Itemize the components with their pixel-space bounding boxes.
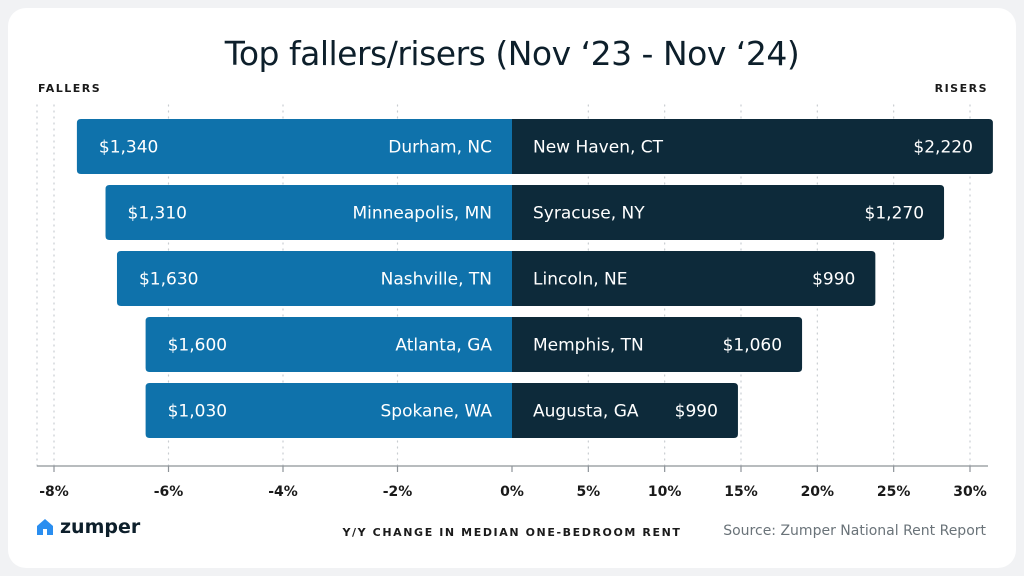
faller-city-label: Spokane, WA xyxy=(381,402,493,422)
x-tick-label: -2% xyxy=(383,484,413,500)
x-axis-title: Y/Y CHANGE IN MEDIAN ONE-BEDROOM RENT xyxy=(342,526,682,539)
riser-city-label: Syracuse, NY xyxy=(533,204,645,224)
riser-rent-label: $1,060 xyxy=(723,336,782,356)
x-tick-label: -8% xyxy=(39,484,69,500)
faller-bar xyxy=(116,251,512,306)
x-tick-label: -6% xyxy=(154,484,184,500)
x-tick-label: 30% xyxy=(953,484,987,500)
x-tick-label: 15% xyxy=(724,484,758,500)
riser-rent-label: $990 xyxy=(675,402,718,422)
chart-title: Top fallers/risers (Nov ‘23 - Nov ‘24) xyxy=(224,34,800,73)
riser-rent-label: $1,270 xyxy=(865,204,924,224)
riser-bar xyxy=(512,383,738,438)
fallers-label: FALLERS xyxy=(38,82,102,95)
x-tick-label: 10% xyxy=(648,484,682,500)
risers-label: RISERS xyxy=(934,82,988,95)
faller-rent-label: $1,030 xyxy=(168,402,227,422)
riser-bar xyxy=(512,185,945,240)
riser-bar xyxy=(512,317,803,372)
riser-rent-label: $990 xyxy=(812,270,855,290)
riser-city-label: Augusta, GA xyxy=(533,402,639,422)
faller-rent-label: $1,340 xyxy=(99,138,158,158)
riser-rent-label: $2,220 xyxy=(913,138,972,158)
faller-city-label: Atlanta, GA xyxy=(395,336,492,356)
x-tick-label: 0% xyxy=(500,484,524,500)
brand-name: zumper xyxy=(60,516,141,538)
riser-bar xyxy=(512,119,993,174)
zumper-logo: zumper xyxy=(36,516,140,538)
faller-rent-label: $1,310 xyxy=(128,204,187,224)
riser-city-label: New Haven, CT xyxy=(533,138,664,158)
faller-bar xyxy=(105,185,513,240)
faller-bar xyxy=(76,119,513,174)
faller-rent-label: $1,600 xyxy=(168,336,227,356)
faller-bar xyxy=(145,317,512,372)
faller-city-label: Nashville, TN xyxy=(381,270,492,290)
riser-city-label: Lincoln, NE xyxy=(533,270,627,290)
faller-city-label: Minneapolis, MN xyxy=(352,204,492,224)
x-tick-label: 5% xyxy=(576,484,600,500)
x-tick-label: -4% xyxy=(268,484,298,500)
source-note: Source: Zumper National Rent Report xyxy=(723,523,986,539)
x-tick-label: 25% xyxy=(877,484,911,500)
faller-bar xyxy=(145,383,512,438)
x-tick-label: 20% xyxy=(801,484,835,500)
house-icon xyxy=(37,519,53,535)
riser-bar xyxy=(512,251,876,306)
faller-city-label: Durham, NC xyxy=(388,138,492,158)
faller-rent-label: $1,630 xyxy=(139,270,198,290)
riser-city-label: Memphis, TN xyxy=(533,336,644,356)
